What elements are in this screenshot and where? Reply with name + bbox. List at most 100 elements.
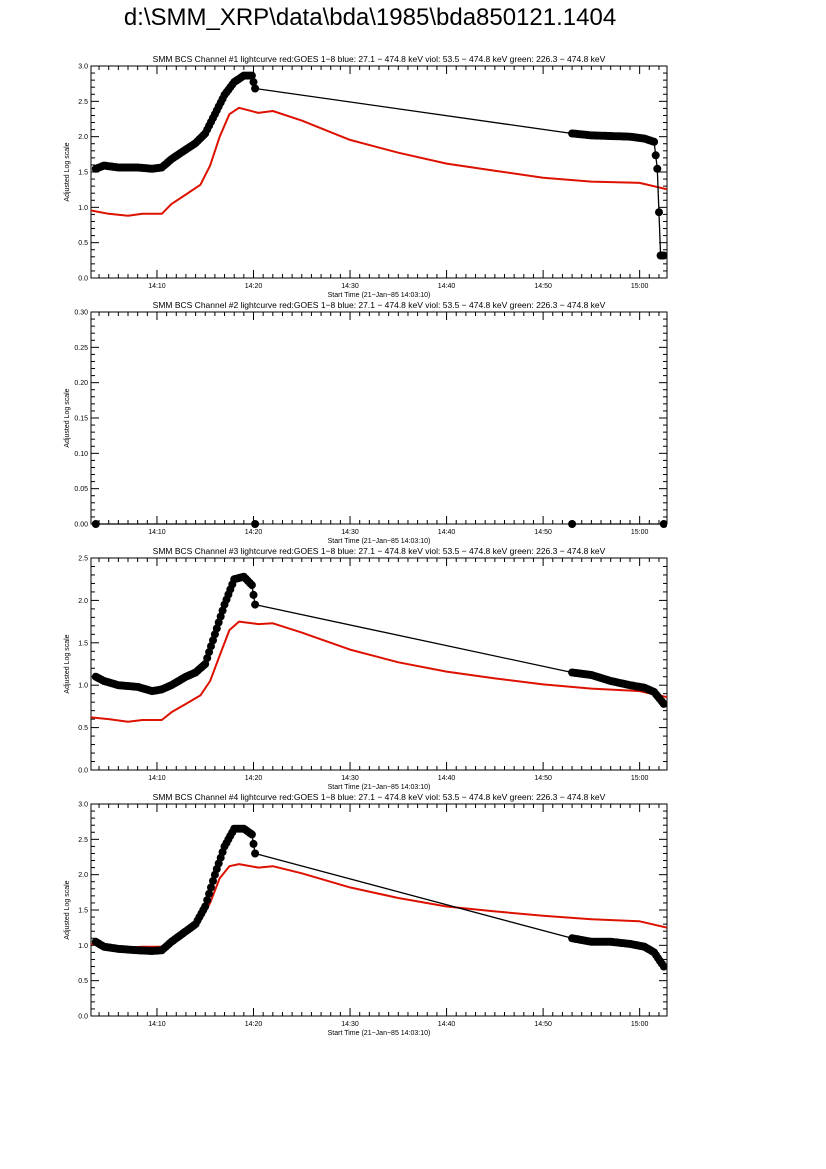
data-point — [249, 78, 258, 87]
y-tick-label: 0.0 — [78, 276, 88, 283]
x-tick-label: 14:20 — [245, 529, 263, 536]
y-tick-label: 0.5 — [78, 240, 88, 247]
data-point — [203, 896, 212, 905]
x-tick-label: 14:10 — [148, 283, 166, 290]
series-layer — [91, 572, 667, 723]
y-tick-label: 2.0 — [78, 598, 88, 605]
y-tick-label: 0.5 — [78, 978, 88, 985]
channel-series-line — [95, 828, 665, 967]
y-tick-label: 0.05 — [74, 486, 88, 493]
x-tick-label: 14:30 — [341, 529, 359, 536]
y-tick-label: 2.5 — [78, 837, 88, 844]
data-point — [659, 699, 667, 708]
y-tick-label: 2.0 — [78, 134, 88, 141]
data-point — [659, 520, 667, 528]
x-tick-label: 14:40 — [438, 1021, 456, 1028]
x-tick-label: 14:10 — [148, 529, 166, 536]
chart-title: SMM BCS Channel #4 lightcurve red:GOES 1… — [153, 792, 606, 802]
x-tick-label: 14:30 — [341, 1021, 359, 1028]
data-point — [212, 624, 221, 633]
data-point — [205, 889, 214, 898]
data-point — [209, 877, 217, 885]
y-tick-label: 0.0 — [78, 1014, 88, 1021]
data-point — [251, 600, 260, 609]
chart-panel-2: SMM BCS Channel #2 lightcurve red:GOES 1… — [64, 300, 668, 545]
data-point — [247, 71, 256, 80]
x-tick-label: 14:50 — [534, 775, 552, 782]
y-tick-label: 2.5 — [78, 99, 88, 106]
data-point — [218, 606, 227, 615]
series-layer — [91, 520, 667, 528]
y-tick-label: 0.5 — [78, 725, 88, 732]
x-axis-label: Start Time (21−Jan−85 14:03:10) — [328, 538, 431, 545]
data-point — [247, 830, 256, 839]
y-axis-label: Adjusted Log scale — [64, 142, 71, 201]
data-point — [653, 164, 662, 173]
y-tick-label: 0.10 — [74, 451, 88, 458]
chart-panel-3: SMM BCS Channel #3 lightcurve red:GOES 1… — [64, 546, 668, 791]
x-tick-label: 14:40 — [438, 775, 456, 782]
goes-series-line — [91, 620, 667, 723]
plot-frame — [90, 557, 668, 771]
x-tick-label: 14:10 — [148, 1021, 166, 1028]
y-tick-label: 0.25 — [74, 345, 88, 352]
series-layer — [91, 824, 667, 971]
x-tick-label: 14:50 — [534, 283, 552, 290]
page-title: d:\SMM_XRP\data\bda\1985\bda850121.1404 — [123, 4, 617, 31]
chart-title: SMM BCS Channel #2 lightcurve red:GOES 1… — [153, 300, 606, 310]
data-point — [568, 520, 577, 528]
x-tick-label: 14:50 — [534, 529, 552, 536]
x-tick-label: 14:40 — [438, 529, 456, 536]
channel-series-line — [95, 74, 664, 257]
x-tick-label: 14:10 — [148, 775, 166, 782]
data-point — [651, 151, 660, 160]
data-point — [203, 654, 212, 663]
chart-title: SMM BCS Channel #1 lightcurve red:GOES 1… — [153, 54, 606, 64]
x-tick-label: 14:30 — [341, 283, 359, 290]
plot-frame — [90, 311, 668, 525]
x-tick-label: 14:40 — [438, 283, 456, 290]
series-layer — [91, 71, 667, 260]
x-tick-label: 15:00 — [631, 775, 649, 782]
y-tick-label: 1.5 — [78, 908, 88, 915]
goes-series-line — [91, 106, 667, 217]
data-point — [201, 902, 210, 911]
chart-panel-1: SMM BCS Channel #1 lightcurve red:GOES 1… — [64, 54, 668, 299]
y-tick-label: 0.00 — [74, 522, 88, 529]
data-point — [207, 883, 215, 892]
y-tick-label: 1.0 — [78, 205, 88, 212]
y-tick-label: 2.0 — [78, 872, 88, 879]
data-point — [251, 84, 260, 93]
x-tick-label: 15:00 — [631, 529, 649, 536]
plot-frame — [90, 803, 668, 1017]
y-tick-label: 1.0 — [78, 683, 88, 690]
data-point — [659, 251, 667, 260]
chart-panel-4: SMM BCS Channel #4 lightcurve red:GOES 1… — [64, 792, 668, 1037]
data-point — [655, 208, 663, 217]
data-point — [91, 520, 100, 528]
data-point — [251, 520, 260, 528]
data-point — [247, 581, 256, 590]
y-tick-label: 1.0 — [78, 943, 88, 950]
plot-frame — [90, 65, 668, 279]
x-tick-label: 14:20 — [245, 1021, 263, 1028]
y-axis-label: Adjusted Log scale — [64, 634, 71, 693]
x-axis-label: Start Time (21−Jan−85 14:03:10) — [328, 1030, 431, 1037]
chart-title: SMM BCS Channel #3 lightcurve red:GOES 1… — [153, 546, 606, 556]
data-point — [659, 962, 667, 971]
x-tick-label: 14:50 — [534, 1021, 552, 1028]
y-tick-label: 0.15 — [74, 416, 88, 423]
data-point — [251, 849, 260, 858]
x-axis-label: Start Time (21−Jan−85 14:03:10) — [328, 292, 431, 299]
y-tick-label: 2.5 — [78, 556, 88, 563]
y-axis-label: Adjusted Log scale — [64, 880, 71, 939]
data-point — [209, 636, 217, 645]
x-tick-label: 14:30 — [341, 775, 359, 782]
x-tick-label: 15:00 — [631, 1021, 649, 1028]
y-tick-label: 1.5 — [78, 170, 88, 177]
x-tick-label: 15:00 — [631, 283, 649, 290]
y-tick-label: 3.0 — [78, 64, 88, 71]
data-point — [650, 137, 659, 146]
data-point — [249, 839, 258, 848]
